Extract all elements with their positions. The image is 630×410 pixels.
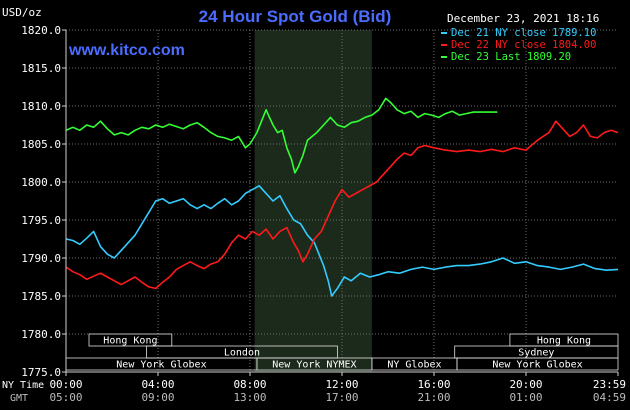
y-tick-label: 1780.0 [21, 328, 61, 341]
x-tick-label-ny: 04:00 [141, 378, 174, 391]
x-tick-label-gmt: 21:00 [417, 391, 450, 404]
session-label: New York NYMEX [272, 360, 356, 371]
x-tick-label-ny: 08:00 [233, 378, 266, 391]
series-line-3 [65, 97, 498, 174]
y-tick-label: 1785.0 [21, 290, 61, 303]
chart-title: 24 Hour Spot Gold (Bid) [199, 7, 392, 26]
x-tick-label-gmt: 01:00 [509, 391, 542, 404]
y-tick-label: 1795.0 [21, 214, 61, 227]
session-box [456, 357, 619, 371]
series-line-1 [65, 185, 619, 297]
x-tick-label-ny: 23:59 [593, 378, 626, 391]
x-tick-label-ny: 12:00 [325, 378, 358, 391]
session-label: NY Globex [387, 360, 441, 371]
y-tick-label: 1805.0 [21, 138, 61, 151]
session-label: New York Globex [492, 360, 582, 371]
x-tick-label-gmt: 05:00 [49, 391, 82, 404]
session-label: Hong Kong [103, 336, 157, 347]
legend-entry: Dec 22 NY close 1804.00 [451, 39, 596, 51]
y-tick-label: 1800.0 [21, 176, 61, 189]
x-tick-label-gmt: 17:00 [325, 391, 358, 404]
legend-entry: Dec 23 Last 1809.20 [451, 51, 571, 63]
y-axis-tick-labels: 1775.0 1780.0 1785.0 1790.0 1795.0 1800.0 1805… [21, 24, 66, 379]
x-tick-label-gmt: 04:59 [593, 391, 626, 404]
gmt-row-label: GMT [10, 393, 28, 404]
session-label: London [224, 348, 260, 359]
legend-entry: Dec 21 NY close 1789.10 [451, 27, 596, 39]
x-tick-label-ny: 20:00 [509, 378, 542, 391]
x-tick-label-ny: 00:00 [49, 378, 82, 391]
y-tick-label: 1790.0 [21, 252, 61, 265]
x-tick-label-gmt: 13:00 [233, 391, 266, 404]
y-tick-label: 1820.0 [21, 24, 61, 37]
y-unit-label: USD/oz [2, 6, 42, 19]
x-tick-label-gmt: 09:00 [141, 391, 174, 404]
session-label: Hong Kong [537, 336, 591, 347]
y-tick-label: 1815.0 [21, 62, 61, 75]
session-label: New York Globex [116, 360, 206, 371]
y-tick-label: 1775.0 [21, 366, 61, 379]
series-group [65, 97, 619, 297]
ny-time-row-label: NY Time [2, 380, 44, 391]
kitco-watermark: www.kitco.com [68, 42, 185, 59]
series-line-2 [65, 120, 619, 290]
y-tick-label: 1810.0 [21, 100, 61, 113]
session-box [88, 333, 173, 347]
chart-timestamp: December 23, 2021 18:16 [447, 12, 599, 25]
session-label: Sydney [518, 348, 554, 359]
x-tick-label-ny: 16:00 [417, 378, 450, 391]
